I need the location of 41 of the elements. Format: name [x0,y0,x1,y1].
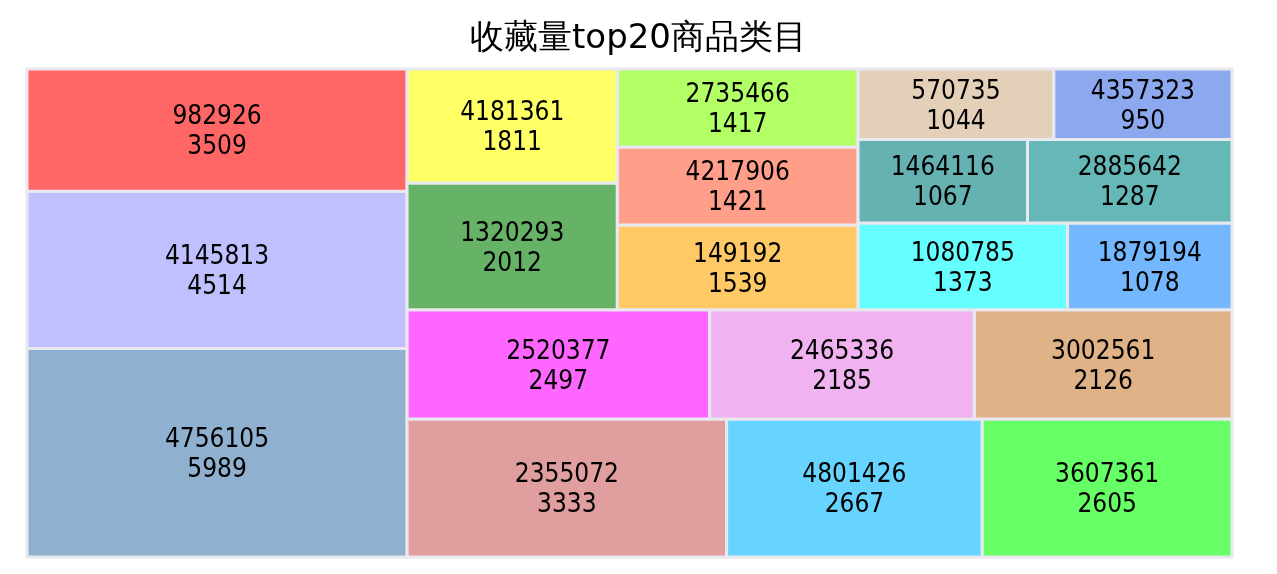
data-label: 2605 [1077,488,1137,519]
category-label: 4145813 [164,240,270,271]
data-label: 2667 [824,488,885,519]
category-label: 3607361 [1055,458,1160,489]
category-label: 4756105 [164,422,270,453]
category-label: 2885642 [1077,151,1182,182]
data-label: 950 [1120,104,1166,135]
data-label: 1421 [707,186,768,217]
category-label: 2520377 [506,334,611,365]
category-label: 149192 [693,237,783,268]
category-label: 4217906 [685,156,790,187]
data-label: 2012 [482,246,542,277]
data-label: 1287 [1100,181,1160,212]
category-label: 1080785 [910,236,1015,267]
data-label: 1067 [913,181,973,212]
data-label: 2497 [528,364,589,395]
category-label: 1320293 [460,216,565,247]
data-label: 2126 [1073,364,1133,395]
data-label: 3333 [537,488,597,519]
category-label: 4801426 [802,458,907,489]
data-label: 1044 [926,104,986,135]
text: 收藏量top20商品类目 [469,15,808,58]
data-label: 1811 [482,126,542,157]
category-label: 2465336 [789,334,895,365]
data-label: 4514 [187,270,247,301]
category-label: 982926 [172,100,262,131]
category-label: 2735466 [685,78,790,109]
data-label: 1417 [707,108,768,139]
category-label: 570735 [911,74,1001,105]
category-label: 1464116 [890,151,995,182]
data-label: 1373 [933,266,993,297]
data-label: 5989 [187,452,247,483]
category-label: 2355072 [514,458,619,489]
data-label: 3509 [187,130,247,161]
data-label: 2185 [812,364,872,395]
category-label: 1879194 [1097,236,1202,267]
category-label: 4181361 [460,96,565,127]
data-label: 1539 [707,267,768,298]
category-label: 3002561 [1051,334,1156,365]
category-label: 4357323 [1090,74,1195,105]
data-label: 1078 [1120,266,1180,297]
